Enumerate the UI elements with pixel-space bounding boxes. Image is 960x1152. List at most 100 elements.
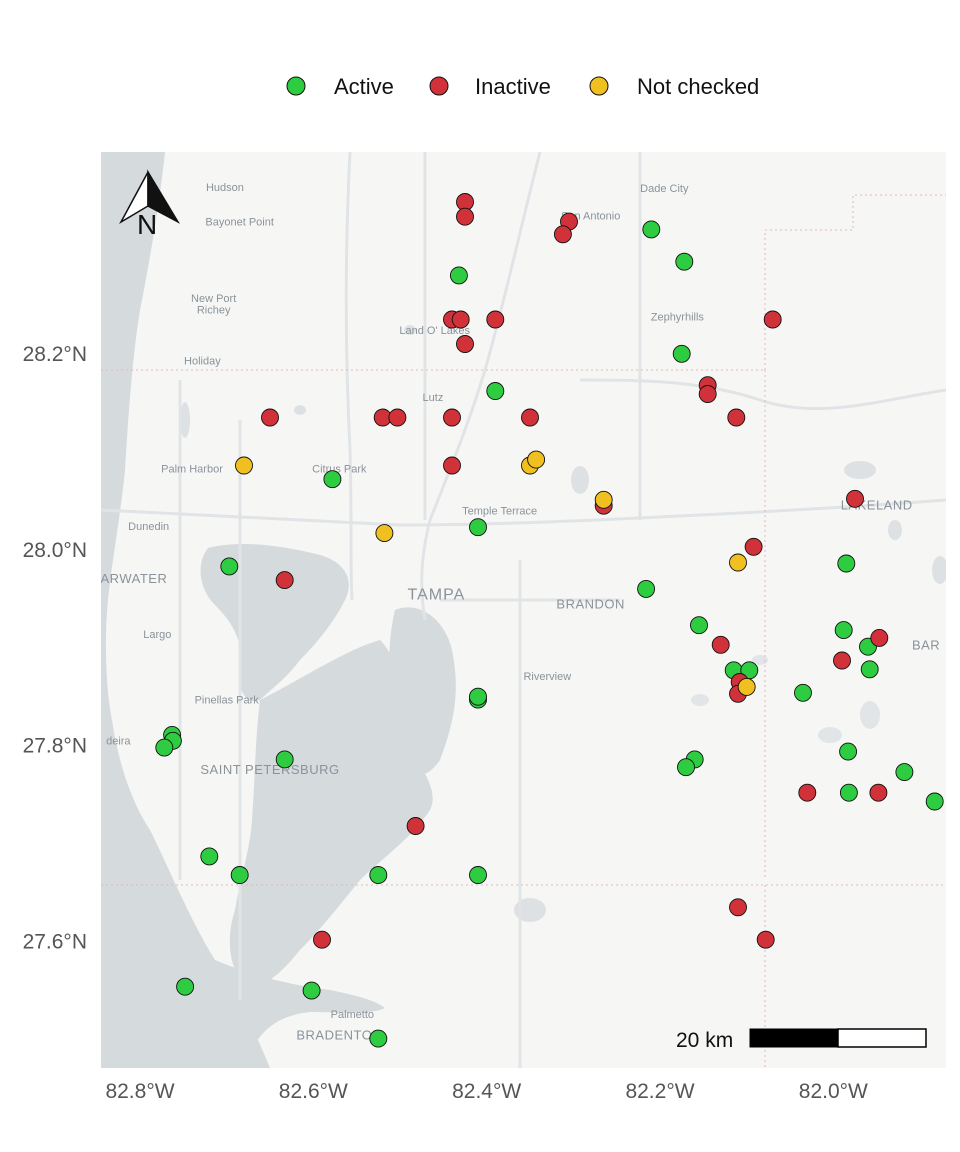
legend-label-not-checked: Not checked bbox=[637, 74, 759, 99]
place-label: Largo bbox=[143, 629, 171, 641]
site-point-not-checked bbox=[594, 490, 613, 509]
site-point-inactive bbox=[486, 310, 505, 329]
site-point-active bbox=[690, 616, 708, 635]
site-point-inactive bbox=[275, 571, 294, 590]
place-label: Pinellas Park bbox=[195, 695, 260, 707]
legend-item-inactive: Inactive bbox=[429, 74, 551, 99]
site-point-inactive bbox=[698, 385, 717, 403]
place-label: Citrus Park bbox=[312, 463, 367, 475]
site-point-active bbox=[794, 683, 812, 702]
lower-bay bbox=[215, 960, 385, 1068]
site-point-inactive bbox=[846, 489, 864, 508]
site-point-active bbox=[155, 738, 174, 757]
site-point-active bbox=[323, 470, 342, 489]
site-point-inactive bbox=[521, 408, 539, 427]
x-tick-label: 82.8°W bbox=[105, 1080, 174, 1103]
legend-label-inactive: Inactive bbox=[475, 74, 551, 99]
place-label: Hudson bbox=[206, 182, 244, 194]
lake bbox=[571, 466, 589, 494]
roads bbox=[101, 152, 946, 1068]
place-label: Zephyrhills bbox=[651, 312, 705, 324]
scale-bar-label: 20 km bbox=[676, 1029, 733, 1052]
gulf-water bbox=[101, 152, 270, 1068]
site-point-active bbox=[839, 783, 858, 802]
y-tick-label: 27.6°N bbox=[23, 931, 87, 954]
site-point-active bbox=[230, 866, 249, 884]
place-label: Palmetto bbox=[331, 1009, 374, 1021]
site-point-inactive bbox=[456, 207, 474, 226]
site-point-active bbox=[860, 660, 879, 679]
site-point-inactive bbox=[727, 408, 746, 427]
x-tick-label: 82.0°W bbox=[799, 1080, 868, 1103]
site-point-inactive bbox=[729, 898, 747, 917]
site-point-active bbox=[837, 554, 856, 573]
site-point-active bbox=[677, 758, 695, 777]
place-label: Lutz bbox=[423, 392, 444, 404]
lake bbox=[180, 402, 190, 438]
lake bbox=[844, 461, 876, 479]
site-point-inactive bbox=[456, 335, 474, 353]
scale-bar-segment-black bbox=[749, 1028, 839, 1048]
legend-item-not-checked: Not checked bbox=[589, 74, 759, 99]
place-label: BRADENTON bbox=[296, 1028, 382, 1043]
north-arrow: N bbox=[119, 169, 181, 240]
site-point-inactive bbox=[388, 408, 407, 427]
site-point-active bbox=[200, 847, 219, 866]
place-label: BRANDON bbox=[556, 597, 625, 612]
site-point-not-checked bbox=[527, 450, 546, 469]
place-label: Bayonet Point bbox=[205, 216, 274, 228]
site-point-active bbox=[302, 981, 321, 1000]
site-point-active bbox=[637, 579, 656, 598]
y-tick-label: 28.0°N bbox=[23, 539, 87, 562]
site-point-not-checked bbox=[729, 553, 747, 572]
place-label: New Port bbox=[191, 293, 236, 305]
lake bbox=[860, 701, 880, 729]
place-label: Temple Terrace bbox=[462, 505, 537, 517]
lake bbox=[818, 727, 842, 743]
lake bbox=[752, 655, 768, 665]
site-point-not-checked bbox=[737, 677, 756, 696]
site-point-active bbox=[449, 266, 468, 285]
site-point-inactive bbox=[711, 635, 730, 654]
y-tick-label: 28.2°N bbox=[23, 343, 87, 366]
site-point-inactive bbox=[798, 783, 817, 802]
site-point-active bbox=[839, 742, 858, 761]
x-tick-label: 82.6°W bbox=[279, 1080, 348, 1103]
site-point-active bbox=[642, 220, 661, 239]
x-tick-label: 82.2°W bbox=[625, 1080, 694, 1103]
lake bbox=[514, 898, 546, 922]
site-point-inactive bbox=[756, 930, 775, 949]
site-point-inactive bbox=[870, 628, 889, 647]
site-point-active bbox=[469, 518, 487, 537]
legend-marker-not-checked bbox=[589, 76, 609, 96]
site-point-active bbox=[672, 344, 691, 363]
lake bbox=[888, 520, 902, 540]
site-point-active bbox=[369, 1029, 388, 1048]
site-point-not-checked bbox=[235, 456, 253, 475]
site-point-inactive bbox=[763, 310, 782, 329]
place-label: SAINT PETERSBURG bbox=[200, 762, 339, 777]
site-point-active bbox=[486, 382, 505, 400]
scale-bar-segment-white bbox=[837, 1028, 927, 1048]
site-point-inactive bbox=[833, 651, 851, 670]
place-label: Holiday bbox=[184, 356, 221, 368]
site-point-inactive bbox=[443, 456, 461, 475]
site-point-active bbox=[834, 621, 853, 640]
site-point-not-checked bbox=[375, 524, 394, 543]
site-point-inactive bbox=[744, 537, 763, 556]
y-tick-label: 27.8°N bbox=[23, 735, 87, 758]
scale-bar: 20 km bbox=[676, 1028, 927, 1052]
legend-item-active: Active bbox=[286, 74, 394, 99]
place-label: BAR bbox=[912, 638, 940, 653]
place-label: ARWATER bbox=[101, 571, 168, 586]
site-points bbox=[155, 193, 944, 1048]
place-label: Richey bbox=[197, 305, 231, 317]
site-point-active bbox=[176, 977, 195, 996]
place-label: TAMPA bbox=[408, 587, 466, 604]
site-point-active bbox=[369, 866, 388, 884]
place-label: Dunedin bbox=[128, 521, 169, 533]
site-point-active bbox=[895, 763, 914, 782]
county-boundaries bbox=[101, 194, 946, 1068]
north-arrow-icon bbox=[147, 169, 181, 224]
